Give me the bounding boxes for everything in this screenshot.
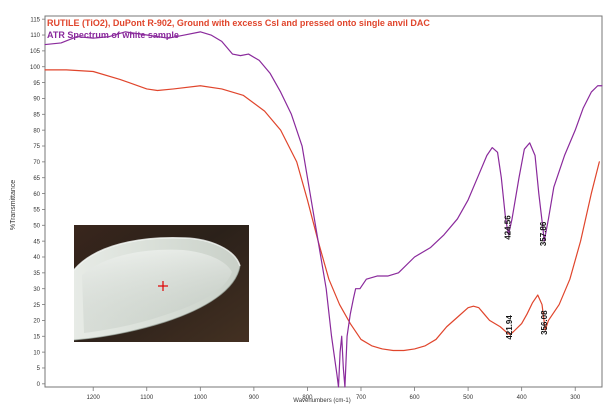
y-tick-label: 50 xyxy=(33,223,40,229)
y-tick-label: 90 xyxy=(33,97,40,103)
y-tick-label: 100 xyxy=(30,65,41,71)
peak-label: 424.56 xyxy=(504,215,513,240)
y-tick-label: 95 xyxy=(33,81,40,87)
x-tick-label: 1000 xyxy=(194,395,208,401)
y-tick-label: 30 xyxy=(33,287,40,293)
peak-annotations: 424.56 357.86 421.94 356.08 xyxy=(504,215,550,340)
x-axis-ticks: 1200 1100 1000 900 800 700 600 500 400 300 xyxy=(87,387,581,401)
x-tick-label: 800 xyxy=(302,395,313,401)
y-tick-label: 55 xyxy=(33,208,40,214)
y-tick-label: 0 xyxy=(37,382,41,388)
y-axis-ticks: 0 5 10 15 20 25 30 35 40 45 50 55 60 65 70 75 80 85 90 95 10… xyxy=(30,17,45,388)
y-axis-title: %Transmittance xyxy=(10,180,17,230)
y-tick-label: 5 xyxy=(37,366,41,372)
y-tick-label: 60 xyxy=(33,192,40,198)
series-line-atr xyxy=(44,31,603,388)
plot-frame xyxy=(44,15,603,388)
peak-label: 421.94 xyxy=(505,315,514,340)
legend-entry-atr: ATR Spectrum of white sample xyxy=(47,30,179,40)
y-tick-label: 105 xyxy=(30,49,41,55)
y-tick-label: 115 xyxy=(30,17,40,23)
y-tick-label: 20 xyxy=(33,319,40,325)
y-tick-label: 15 xyxy=(33,334,40,340)
y-tick-label: 35 xyxy=(33,271,40,277)
y-tick-label: 70 xyxy=(33,160,40,166)
x-tick-label: 700 xyxy=(356,395,367,401)
sample-photo-inset xyxy=(73,225,249,342)
y-tick-label: 25 xyxy=(33,303,40,309)
x-tick-label: 1200 xyxy=(87,395,101,401)
x-axis-title: Wavenumbers (cm-1) xyxy=(293,398,350,404)
y-tick-label: 85 xyxy=(33,112,40,118)
x-tick-label: 300 xyxy=(570,395,581,401)
series-line-rutile xyxy=(44,69,600,352)
legend-entry-rutile: RUTILE (TiO2), DuPont R-902, Ground with… xyxy=(47,18,430,28)
y-tick-label: 75 xyxy=(33,144,40,150)
y-tick-label: 110 xyxy=(30,33,40,39)
peak-label: 356.08 xyxy=(540,310,549,335)
y-tick-label: 10 xyxy=(33,350,40,356)
y-tick-label: 40 xyxy=(33,255,40,261)
x-tick-label: 1100 xyxy=(140,395,154,401)
y-tick-label: 65 xyxy=(33,176,40,182)
series-group xyxy=(44,31,603,388)
y-tick-label: 80 xyxy=(33,128,40,134)
x-tick-label: 900 xyxy=(249,395,260,401)
x-tick-label: 600 xyxy=(410,395,421,401)
y-tick-label: 45 xyxy=(33,239,40,245)
x-tick-label: 500 xyxy=(463,395,474,401)
peak-label: 357.86 xyxy=(539,221,548,246)
x-tick-label: 400 xyxy=(517,395,528,401)
